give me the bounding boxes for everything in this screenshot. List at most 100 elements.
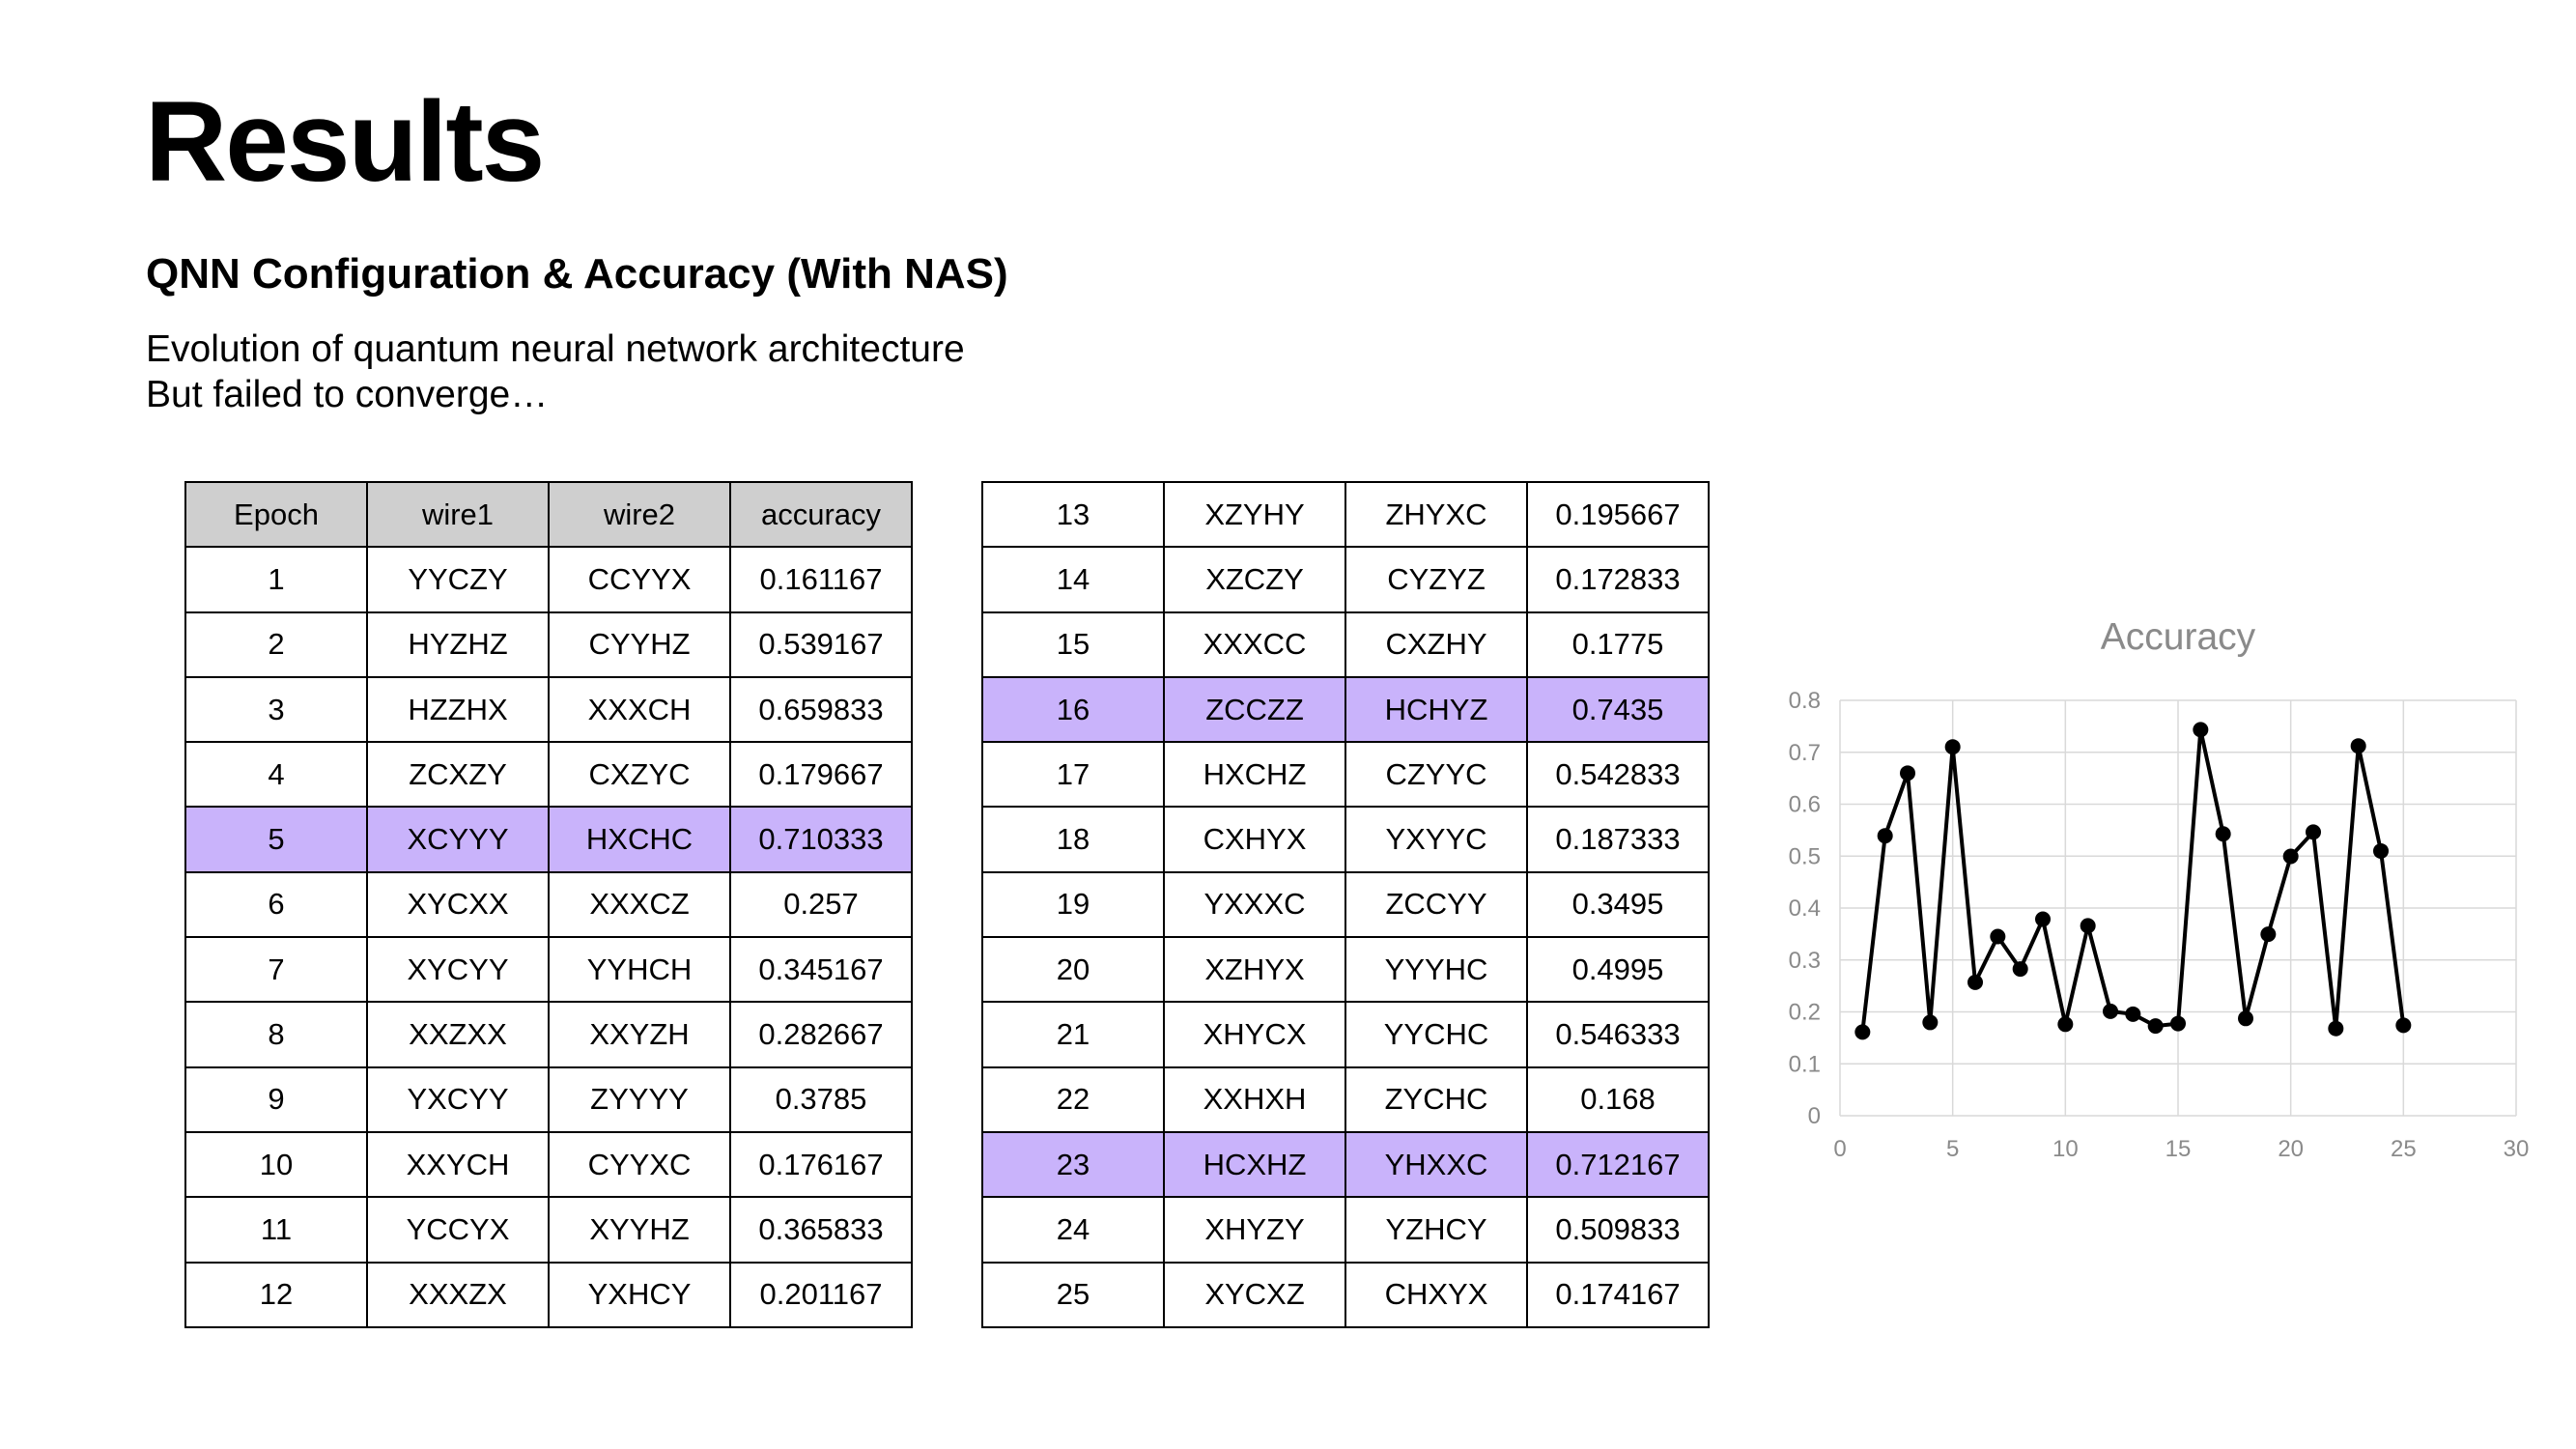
cell-epoch: 5 bbox=[184, 806, 368, 873]
accuracy-point bbox=[2125, 1006, 2141, 1022]
cell-wire2: CZYYC bbox=[1345, 741, 1528, 809]
cell-wire2: CCYYX bbox=[548, 546, 731, 613]
accuracy-point bbox=[2328, 1020, 2344, 1037]
cell-wire2: XXYZH bbox=[548, 1001, 731, 1068]
accuracy-point bbox=[2260, 926, 2277, 943]
cell-wire1: XXXZX bbox=[366, 1261, 550, 1328]
cell-wire2: YYCHC bbox=[1345, 1001, 1528, 1068]
accuracy-point bbox=[1990, 928, 2006, 945]
cell-epoch: 17 bbox=[981, 741, 1165, 809]
cell-wire2: CXZHY bbox=[1345, 611, 1528, 678]
table-row: 6 XYCXX XXXCZ 0.257 bbox=[184, 870, 913, 939]
accuracy-point bbox=[1877, 828, 1893, 844]
cell-epoch: 15 bbox=[981, 611, 1165, 678]
table-row: 21 XHYCX YYCHC 0.546333 bbox=[981, 1001, 1710, 1068]
x-tick-label: 20 bbox=[2278, 1136, 2304, 1162]
header-epoch: Epoch bbox=[184, 480, 368, 549]
accuracy-point bbox=[2350, 738, 2366, 754]
table-row: 13 XZYHY ZHYXC 0.195667 bbox=[981, 480, 1710, 549]
accuracy-point bbox=[2215, 826, 2231, 842]
cell-wire2: ZHYXC bbox=[1345, 480, 1528, 549]
accuracy-point bbox=[1854, 1024, 1871, 1040]
y-tick-label: 0.5 bbox=[1789, 843, 1821, 869]
cell-epoch: 11 bbox=[184, 1196, 368, 1264]
cell-accuracy: 0.1775 bbox=[1526, 611, 1710, 678]
cell-wire1: XXXCC bbox=[1163, 611, 1346, 678]
table-row: 23 HCXHZ YHXXC 0.712167 bbox=[981, 1130, 1710, 1199]
cell-epoch: 16 bbox=[981, 675, 1165, 744]
table-row: 2 HYZHZ CYYHZ 0.539167 bbox=[184, 611, 913, 678]
cell-epoch: 7 bbox=[184, 936, 368, 1004]
accuracy-point bbox=[2035, 911, 2051, 927]
cell-wire2: XXXCH bbox=[548, 675, 731, 744]
slide-description: Evolution of quantum neural network arch… bbox=[146, 327, 965, 417]
cell-epoch: 9 bbox=[184, 1065, 368, 1133]
cell-wire2: ZYCHC bbox=[1345, 1065, 1528, 1133]
cell-wire1: HCXHZ bbox=[1163, 1130, 1346, 1199]
slide-subtitle: QNN Configuration & Accuracy (With NAS) bbox=[146, 250, 1008, 298]
cell-epoch: 6 bbox=[184, 870, 368, 939]
table-row: 22 XXHXH ZYCHC 0.168 bbox=[981, 1065, 1710, 1133]
table-row: 7 XYCYY YYHCH 0.345167 bbox=[184, 936, 913, 1004]
cell-wire1: HYZHZ bbox=[366, 611, 550, 678]
cell-wire2: XYYHZ bbox=[548, 1196, 731, 1264]
chart-title: Accuracy bbox=[2101, 616, 2256, 658]
accuracy-point bbox=[2306, 824, 2321, 840]
cell-accuracy: 0.257 bbox=[729, 870, 913, 939]
cell-epoch: 18 bbox=[981, 806, 1165, 873]
cell-accuracy: 0.201167 bbox=[729, 1261, 913, 1328]
y-tick-label: 0.3 bbox=[1789, 948, 1821, 974]
cell-wire1: XYCXZ bbox=[1163, 1261, 1346, 1328]
cell-wire1: XCYYY bbox=[366, 806, 550, 873]
table-row: 11 YCCYX XYYHZ 0.365833 bbox=[184, 1196, 913, 1264]
table-row: 25 XYCXZ CHXYX 0.174167 bbox=[981, 1261, 1710, 1328]
results-table-right: 13 XZYHY ZHYXC 0.195667 14 XZCZY CYZYZ 0.172833… bbox=[981, 480, 1710, 1328]
cell-wire1: HXCHZ bbox=[1163, 741, 1346, 809]
accuracy-point bbox=[2012, 961, 2028, 978]
cell-epoch: 24 bbox=[981, 1196, 1165, 1264]
cell-wire2: YXYYC bbox=[1345, 806, 1528, 873]
cell-wire1: ZCXZY bbox=[366, 741, 550, 809]
cell-wire1: YCCYX bbox=[366, 1196, 550, 1264]
table-row: 4 ZCXZY CXZYC 0.179667 bbox=[184, 741, 913, 809]
table-row: 9 YXCYY ZYYYY 0.3785 bbox=[184, 1065, 913, 1133]
cell-wire2: YZHCY bbox=[1345, 1196, 1528, 1264]
y-tick-label: 0.2 bbox=[1789, 1000, 1821, 1026]
y-tick-label: 0.8 bbox=[1789, 688, 1821, 714]
cell-accuracy: 0.161167 bbox=[729, 546, 913, 613]
cell-wire2: YYYHC bbox=[1345, 936, 1528, 1004]
cell-epoch: 25 bbox=[981, 1261, 1165, 1328]
table-row: 18 CXHYX YXYYC 0.187333 bbox=[981, 806, 1710, 873]
cell-epoch: 1 bbox=[184, 546, 368, 613]
accuracy-point bbox=[2170, 1015, 2186, 1032]
cell-wire2: CYYHZ bbox=[548, 611, 731, 678]
cell-epoch: 8 bbox=[184, 1001, 368, 1068]
cell-accuracy: 0.345167 bbox=[729, 936, 913, 1004]
accuracy-point bbox=[2147, 1018, 2164, 1035]
cell-accuracy: 0.4995 bbox=[1526, 936, 1710, 1004]
cell-accuracy: 0.542833 bbox=[1526, 741, 1710, 809]
description-line: Evolution of quantum neural network arch… bbox=[146, 328, 965, 370]
cell-accuracy: 0.168 bbox=[1526, 1065, 1710, 1133]
cell-wire2: CYYXC bbox=[548, 1130, 731, 1199]
cell-accuracy: 0.365833 bbox=[729, 1196, 913, 1264]
cell-epoch: 20 bbox=[981, 936, 1165, 1004]
table-row: 8 XXZXX XXYZH 0.282667 bbox=[184, 1001, 913, 1068]
cell-wire1: XYCYY bbox=[366, 936, 550, 1004]
cell-accuracy: 0.187333 bbox=[1526, 806, 1710, 873]
y-tick-label: 0 bbox=[1808, 1103, 1821, 1129]
accuracy-series-line bbox=[1860, 727, 2406, 1033]
x-tick-label: 0 bbox=[1833, 1136, 1846, 1162]
cell-wire1: XXHXH bbox=[1163, 1065, 1346, 1133]
cell-accuracy: 0.710333 bbox=[729, 806, 913, 873]
accuracy-point bbox=[1900, 765, 1915, 781]
cell-epoch: 4 bbox=[184, 741, 368, 809]
x-tick-label: 15 bbox=[2166, 1136, 2192, 1162]
cell-accuracy: 0.7435 bbox=[1526, 675, 1710, 744]
cell-wire2: YYHCH bbox=[548, 936, 731, 1004]
table-row: 1 YYCZY CCYYX 0.161167 bbox=[184, 546, 913, 613]
header-accuracy: accuracy bbox=[729, 480, 913, 549]
cell-wire1: ZCCZZ bbox=[1163, 675, 1346, 744]
cell-epoch: 14 bbox=[981, 546, 1165, 613]
cell-wire2: HXCHC bbox=[548, 806, 731, 873]
